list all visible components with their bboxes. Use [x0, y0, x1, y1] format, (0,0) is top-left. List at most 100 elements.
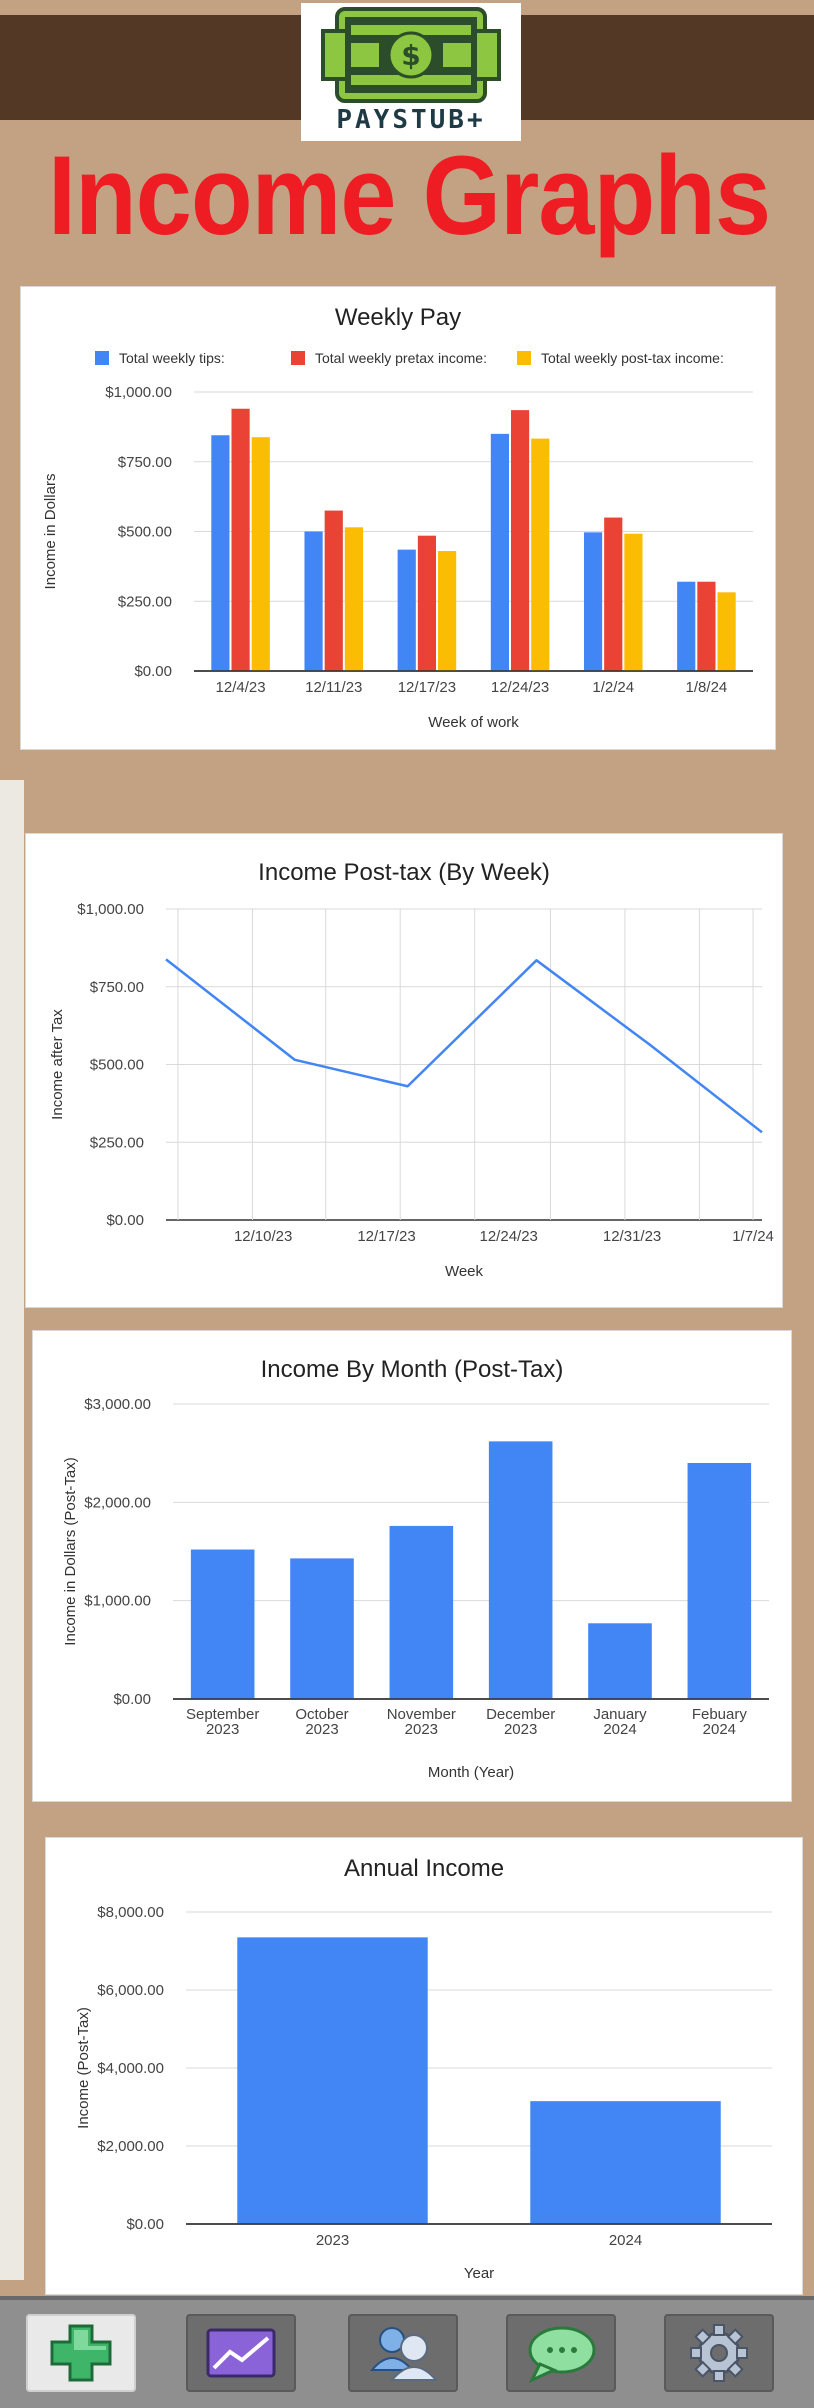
bar	[325, 511, 343, 671]
y-tick-label: $250.00	[118, 593, 172, 610]
chart-title: Income Post-tax (By Week)	[258, 859, 550, 886]
add-button[interactable]	[26, 2314, 136, 2392]
bar	[304, 532, 322, 672]
chart-title: Income By Month (Post-Tax)	[261, 1356, 564, 1383]
y-tick-label: $4,000.00	[97, 2060, 164, 2077]
x-tick-label: 12/10/23	[234, 1228, 292, 1245]
bar	[398, 550, 416, 671]
bar	[530, 2101, 720, 2224]
x-axis-title: Week	[445, 1263, 484, 1280]
y-tick-label: $2,000.00	[97, 2138, 164, 2155]
page-title: Income Graphs	[48, 140, 770, 252]
bar	[677, 582, 695, 671]
x-tick-label: 12/31/23	[603, 1228, 661, 1245]
y-tick-label: $3,000.00	[84, 1396, 151, 1413]
bar	[604, 518, 622, 671]
y-tick-label: $0.00	[126, 2216, 164, 2233]
y-tick-label: $6,000.00	[97, 1982, 164, 1999]
bar	[489, 1441, 553, 1699]
bar	[290, 1558, 354, 1699]
x-tick-label: 12/24/23	[491, 679, 549, 696]
y-tick-label: $500.00	[118, 524, 172, 541]
y-tick-label: $8,000.00	[97, 1904, 164, 1921]
bar	[231, 409, 249, 671]
settings-icon	[664, 2314, 774, 2392]
bar	[438, 551, 456, 671]
legend-label: Total weekly pretax income:	[315, 350, 487, 366]
users-icon	[348, 2314, 458, 2392]
y-axis-title: Income after Tax	[49, 1009, 66, 1120]
bar	[191, 1550, 255, 1699]
x-tick-label: 2023	[316, 2232, 349, 2249]
bar	[491, 434, 509, 671]
logo-text: PAYSTUB+	[301, 105, 521, 135]
chart-title: Annual Income	[344, 1855, 504, 1882]
settings-button[interactable]	[664, 2314, 774, 2392]
legend-swatch	[95, 351, 109, 365]
x-tick-label: 2023	[504, 1721, 537, 1738]
y-tick-label: $250.00	[90, 1134, 144, 1151]
income-by-month-chart-svg: Income By Month (Post-Tax) Month (Year) In…	[33, 1331, 791, 1801]
bar	[237, 1937, 427, 2224]
graph-icon	[186, 2314, 296, 2392]
bar	[697, 582, 715, 671]
legend-swatch	[517, 351, 531, 365]
y-tick-label: $0.00	[106, 1212, 144, 1229]
app-logo: $ PAYSTUB+	[301, 3, 521, 141]
x-tick-label: 2024	[603, 1721, 636, 1738]
x-tick-label: 1/2/24	[592, 679, 634, 696]
bar	[390, 1526, 454, 1699]
x-tick-label: 12/11/23	[305, 679, 362, 696]
x-tick-label: 2023	[405, 1721, 438, 1738]
bar	[718, 592, 736, 671]
y-tick-label: $2,000.00	[84, 1494, 151, 1511]
bar	[531, 439, 549, 671]
y-tick-label: $0.00	[113, 1691, 151, 1708]
svg-text:$: $	[401, 39, 420, 72]
bar	[211, 435, 229, 671]
page-gutter	[0, 780, 24, 2280]
bar	[418, 536, 436, 671]
x-tick-label: 12/17/23	[357, 1228, 415, 1245]
users-button[interactable]	[348, 2314, 458, 2392]
bar	[252, 437, 270, 671]
y-tick-label: $0.00	[134, 663, 172, 680]
x-tick-label: 12/17/23	[398, 679, 456, 696]
x-tick-label: 2023	[305, 1721, 338, 1738]
x-tick-label: 1/8/24	[686, 679, 728, 696]
chat-icon	[506, 2314, 616, 2392]
bar	[345, 527, 363, 671]
y-tick-label: $500.00	[90, 1057, 144, 1074]
bar	[584, 532, 602, 671]
x-tick-label: 12/4/23	[216, 679, 266, 696]
series-line	[166, 959, 762, 1132]
bar	[624, 534, 642, 671]
legend-label: Total weekly post-tax income:	[541, 350, 724, 366]
x-tick-label: 2024	[609, 2232, 642, 2249]
x-tick-label: 12/24/23	[480, 1228, 538, 1245]
y-tick-label: $1,000.00	[105, 384, 172, 401]
legend-label: Total weekly tips:	[119, 350, 225, 366]
y-tick-label: $750.00	[90, 979, 144, 996]
messages-button[interactable]	[506, 2314, 616, 2392]
y-axis-title: Income in Dollars (Post-Tax)	[62, 1457, 79, 1645]
x-axis-title: Month (Year)	[428, 1764, 514, 1781]
bottom-navigation	[0, 2296, 814, 2408]
y-axis-title: Income (Post-Tax)	[75, 2007, 92, 2129]
graphs-button[interactable]	[186, 2314, 296, 2392]
bar	[688, 1463, 752, 1699]
income-post-tax-chart-svg: Income Post-tax (By Week) Week Income afte…	[26, 834, 782, 1307]
y-tick-label: $750.00	[118, 454, 172, 471]
chart-title: Weekly Pay	[335, 304, 461, 331]
y-axis-title: Income in Dollars	[42, 474, 59, 590]
legend-swatch	[291, 351, 305, 365]
income-post-tax-chart: Income Post-tax (By Week) Week Income afte…	[26, 834, 782, 1307]
x-tick-label: 1/7/24	[732, 1228, 774, 1245]
bar	[511, 410, 529, 671]
money-bill-icon: $	[301, 3, 521, 103]
x-tick-label: 2023	[206, 1721, 239, 1738]
x-tick-label: 2024	[703, 1721, 736, 1738]
